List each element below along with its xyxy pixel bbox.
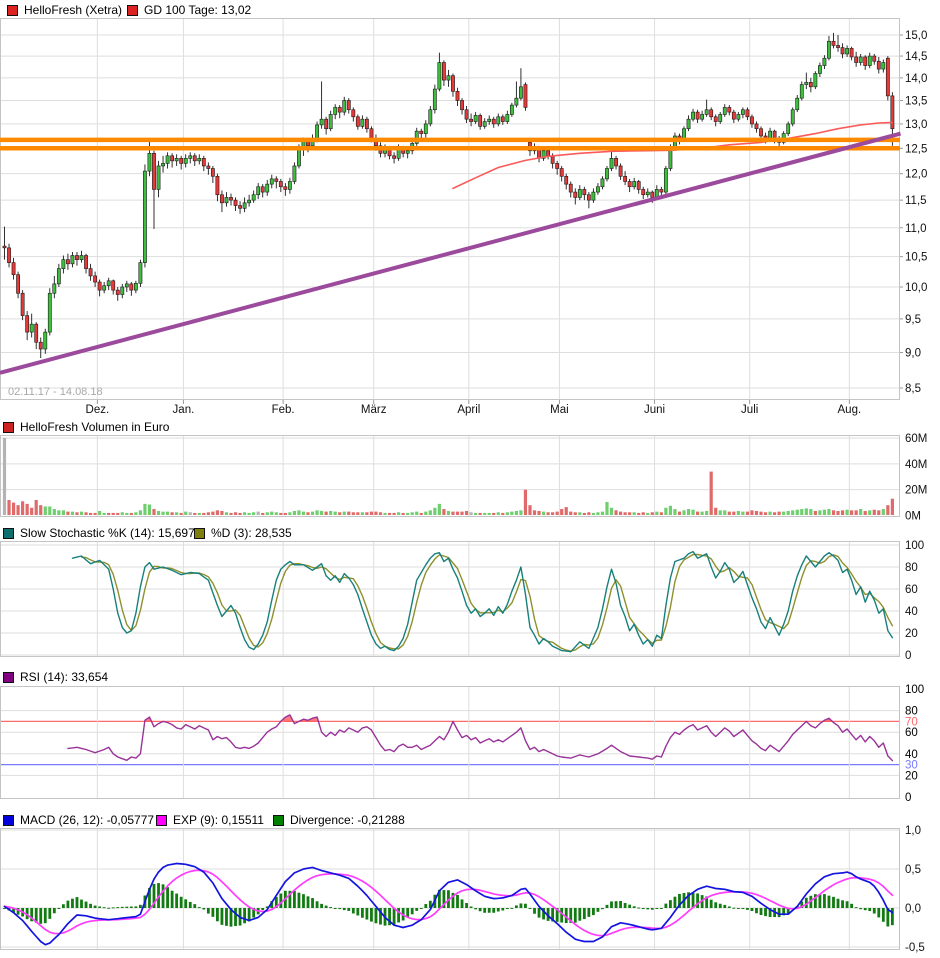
gd100-swatch-icon [127,4,138,16]
svg-text:Dez.: Dez. [86,404,110,416]
legend-gd100-label: GD 100 Tage: 13,02 [144,3,252,17]
svg-text:10,0: 10,0 [905,282,927,294]
legend-volume-label: HelloFresh Volumen in Euro [20,420,170,434]
legend-macd-label: MACD (26, 12): -0,05777 [20,813,155,827]
svg-text:Aug.: Aug. [838,404,862,416]
rsi-swatch-icon [3,671,14,683]
svg-text:13,0: 13,0 [905,119,927,131]
volume-swatch-icon [3,421,14,433]
svg-text:-0,5: -0,5 [905,942,925,954]
svg-text:14,0: 14,0 [905,73,927,85]
legend-exp-label: EXP (9): 0,15511 [173,813,264,827]
svg-text:0: 0 [905,792,911,804]
svg-text:Mai: Mai [550,404,569,416]
legend-main-symbol: HelloFresh (Xetra) [7,3,122,17]
legend-stochastic-d-label: %D (3): 28,535 [211,526,292,540]
svg-text:40: 40 [905,606,918,618]
svg-text:10,5: 10,5 [905,252,927,264]
macd-swatch-icon [3,814,14,826]
svg-text:80: 80 [905,562,918,574]
svg-text:60: 60 [905,727,918,739]
exp-swatch-icon [156,814,167,826]
svg-text:9,5: 9,5 [905,314,921,326]
svg-text:Jan.: Jan. [173,404,195,416]
svg-text:Juni: Juni [644,404,665,416]
date-range-label: 02.11.17 - 14.08.18 [8,386,103,398]
svg-text:8,5: 8,5 [905,383,921,395]
legend-stochastic-k-label: Slow Stochastic %K (14): 15,697 [20,526,195,540]
legend-rsi-label: RSI (14): 33,654 [20,670,109,684]
svg-text:12,5: 12,5 [905,143,927,155]
legend-main-symbol-label: HelloFresh (Xetra) [24,3,123,17]
svg-text:40: 40 [905,749,918,761]
svg-text:Feb.: Feb. [272,404,295,416]
svg-text:1,0: 1,0 [905,825,921,837]
svg-text:80: 80 [905,706,918,718]
symbol-swatch-icon [7,4,18,16]
svg-text:9,0: 9,0 [905,347,921,359]
svg-text:12,0: 12,0 [905,169,927,181]
svg-text:Juli: Juli [741,404,758,416]
svg-text:0,0: 0,0 [905,903,921,915]
svg-text:100: 100 [905,540,924,552]
svg-text:0: 0 [905,650,911,662]
svg-text:40M: 40M [905,459,927,471]
legend-divergence: Divergence: -0,21288 [273,813,405,827]
legend-rsi: RSI (14): 33,654 [3,670,108,684]
legend-stochastic-d: %D (3): 28,535 [194,526,292,540]
svg-text:20: 20 [905,628,918,640]
legend-gd100: GD 100 Tage: 13,02 [127,3,251,17]
svg-text:100: 100 [905,684,924,696]
svg-text:20: 20 [905,770,918,782]
svg-text:11,5: 11,5 [905,195,927,207]
legend-exp: EXP (9): 0,15511 [156,813,264,827]
divergence-swatch-icon [273,814,284,826]
legend-divergence-label: Divergence: -0,21288 [290,813,405,827]
svg-text:15,0: 15,0 [905,30,927,42]
svg-text:30: 30 [905,760,918,772]
svg-text:0,5: 0,5 [905,864,921,876]
svg-text:April: April [457,404,480,416]
svg-text:0M: 0M [905,511,921,523]
svg-text:März: März [361,404,387,416]
stochastic-d-swatch-icon [194,527,205,539]
stochastic-k-swatch-icon [3,527,14,539]
svg-text:13,5: 13,5 [905,95,927,107]
svg-text:11,0: 11,0 [905,223,927,235]
legend-macd: MACD (26, 12): -0,05777 [3,813,154,827]
svg-text:14,5: 14,5 [905,51,927,63]
svg-text:20M: 20M [905,485,927,497]
svg-text:60M: 60M [905,433,927,445]
legend-volume: HelloFresh Volumen in Euro [3,420,169,434]
legend-stochastic-k: Slow Stochastic %K (14): 15,697 [3,526,195,540]
svg-text:60: 60 [905,584,918,596]
svg-text:70: 70 [905,716,918,728]
